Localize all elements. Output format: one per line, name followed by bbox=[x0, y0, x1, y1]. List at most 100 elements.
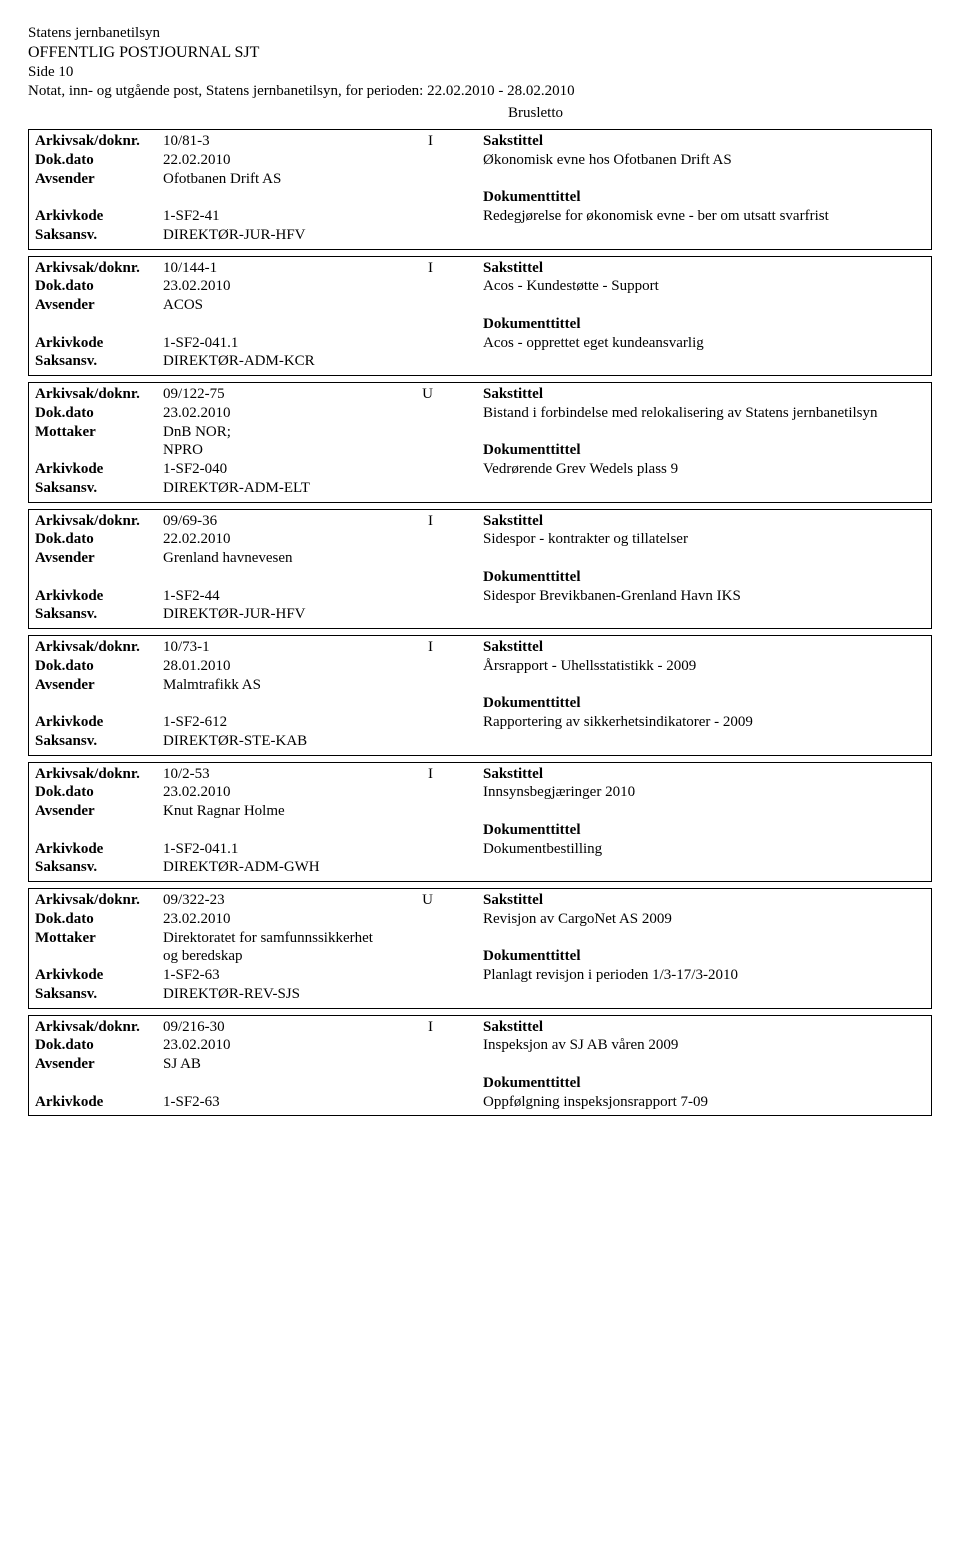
label-arkivkode: Arkivkode bbox=[35, 713, 163, 732]
label-dokdato: Dok.dato bbox=[35, 404, 163, 423]
value-dokumenttittel: Rapportering av sikkerhetsindikatorer - … bbox=[471, 713, 925, 732]
header-period: Notat, inn- og utgående post, Statens je… bbox=[28, 82, 932, 101]
value-arkivkode: 1-SF2-63 bbox=[163, 966, 471, 985]
value-party: SJ AB bbox=[163, 1055, 471, 1074]
value-arkivsak: 09/122-75 U bbox=[163, 385, 471, 404]
value-sakstittel: Økonomisk evne hos Ofotbanen Drift AS bbox=[471, 151, 925, 170]
entries-list: Arkivsak/doknr.10/81-3 ISakstittelDok.da… bbox=[28, 129, 932, 1116]
value-party: Knut Ragnar Holme bbox=[163, 802, 471, 821]
label-arkivsak: Arkivsak/doknr. bbox=[35, 132, 163, 151]
journal-entry: Arkivsak/doknr.09/69-36 ISakstittelDok.d… bbox=[28, 509, 932, 630]
value-arkivsak: 10/81-3 I bbox=[163, 132, 471, 151]
label-sakstittel: Sakstittel bbox=[483, 513, 543, 529]
label-sakstittel: Sakstittel bbox=[483, 639, 543, 655]
value-saksansv: DIREKTØR-REV-SJS bbox=[163, 985, 471, 1004]
value-party: Ofotbanen Drift AS bbox=[163, 170, 471, 189]
value-dokumenttittel: Dokumentbestilling bbox=[471, 840, 925, 859]
label-saksansv: Saksansv. bbox=[35, 226, 163, 245]
io-letter: U bbox=[422, 385, 463, 404]
io-letter: I bbox=[428, 638, 463, 657]
label-arkivkode: Arkivkode bbox=[35, 334, 163, 353]
label-arkivkode: Arkivkode bbox=[35, 966, 163, 985]
label-dokdato: Dok.dato bbox=[35, 151, 163, 170]
value-saksansv: DIREKTØR-JUR-HFV bbox=[163, 605, 471, 624]
value-dokdato: 23.02.2010 bbox=[163, 1036, 471, 1055]
value-arkivsak: 09/216-30 I bbox=[163, 1018, 471, 1037]
label-sakstittel: Sakstittel bbox=[483, 1019, 543, 1035]
label-party: Avsender bbox=[35, 296, 163, 315]
label-dokdato: Dok.dato bbox=[35, 277, 163, 296]
value-dokdato: 23.02.2010 bbox=[163, 783, 471, 802]
io-letter: I bbox=[428, 259, 463, 278]
label-dokdato: Dok.dato bbox=[35, 910, 163, 929]
value-arkivsak: 10/2-53 I bbox=[163, 765, 471, 784]
value-saksansv: DIREKTØR-ADM-GWH bbox=[163, 858, 471, 877]
value-sakstittel: Sidespor - kontrakter og tillatelser bbox=[471, 530, 925, 549]
header-title: OFFENTLIG POSTJOURNAL SJT bbox=[28, 43, 932, 63]
value-arkivkode: 1-SF2-041.1 bbox=[163, 840, 471, 859]
label-sakstittel: Sakstittel bbox=[483, 133, 543, 149]
value-sakstittel: Acos - Kundestøtte - Support bbox=[471, 277, 925, 296]
label-arkivsak: Arkivsak/doknr. bbox=[35, 512, 163, 531]
value-arkivkode: 1-SF2-612 bbox=[163, 713, 471, 732]
label-arkivsak: Arkivsak/doknr. bbox=[35, 765, 163, 784]
journal-entry: Arkivsak/doknr.10/144-1 I Sakstittel Dok.d… bbox=[28, 256, 932, 377]
journal-entry: Arkivsak/doknr.10/73-1 ISakstittelDok.da… bbox=[28, 635, 932, 756]
label-dokdato: Dok.dato bbox=[35, 783, 163, 802]
value-party: Grenland havnevesen bbox=[163, 549, 471, 568]
io-letter: I bbox=[428, 1018, 463, 1037]
label-saksansv: Saksansv. bbox=[35, 479, 163, 498]
value-dokumenttittel: Oppfølgning inspeksjonsrapport 7-09 bbox=[471, 1093, 925, 1112]
label-party: Avsender bbox=[35, 802, 163, 821]
label-arkivkode: Arkivkode bbox=[35, 1093, 163, 1112]
value-arkivkode: 1-SF2-41 bbox=[163, 207, 471, 226]
label-arkivsak: Arkivsak/doknr. bbox=[35, 891, 163, 910]
value-dokdato: 28.01.2010 bbox=[163, 657, 471, 676]
value-arkivsak: 09/69-36 I bbox=[163, 512, 471, 531]
value-arkivkode: 1-SF2-041.1 bbox=[163, 334, 471, 353]
label-arkivkode: Arkivkode bbox=[35, 587, 163, 606]
value-dokumenttittel: Sidespor Brevikbanen-Grenland Havn IKS bbox=[471, 587, 925, 606]
label-dokumenttittel: Dokumenttittel bbox=[483, 1075, 581, 1091]
label-party: Mottaker bbox=[35, 423, 163, 442]
label-arkivsak: Arkivsak/doknr. bbox=[35, 385, 163, 404]
value-saksansv: DIREKTØR-JUR-HFV bbox=[163, 226, 471, 245]
label-dokumenttittel: Dokumenttittel bbox=[483, 695, 581, 711]
value-dokdato: 22.02.2010 bbox=[163, 151, 471, 170]
value-sakstittel: Innsynsbegjæringer 2010 bbox=[471, 783, 925, 802]
journal-entry: Arkivsak/doknr.10/81-3 I Sakstittel Dok.da… bbox=[28, 129, 932, 250]
journal-entry: Arkivsak/doknr.09/322-23 USakstittelDok.… bbox=[28, 888, 932, 1009]
label-dokumenttittel: Dokumenttittel bbox=[483, 316, 581, 332]
value-arkivkode: 1-SF2-63 bbox=[163, 1093, 471, 1112]
label-arkivsak: Arkivsak/doknr. bbox=[35, 259, 163, 278]
io-letter: I bbox=[428, 132, 463, 151]
value-dokdato: 23.02.2010 bbox=[163, 277, 471, 296]
label-arkivkode: Arkivkode bbox=[35, 460, 163, 479]
value-dokumenttittel: Vedrørende Grev Wedels plass 9 bbox=[471, 460, 925, 479]
label-saksansv: Saksansv. bbox=[35, 605, 163, 624]
value-party: ACOS bbox=[163, 296, 471, 315]
label-arkivkode: Arkivkode bbox=[35, 840, 163, 859]
label-sakstittel: Sakstittel bbox=[483, 386, 543, 402]
label-dokumenttittel: Dokumenttittel bbox=[483, 569, 581, 585]
value-dokdato: 23.02.2010 bbox=[163, 910, 471, 929]
value-sakstittel: Bistand i forbindelse med relokalisering… bbox=[471, 404, 925, 423]
label-dokumenttittel: Dokumenttittel bbox=[483, 442, 581, 458]
value-dokdato: 23.02.2010 bbox=[163, 404, 471, 423]
label-party: Avsender bbox=[35, 676, 163, 695]
label-party: Avsender bbox=[35, 549, 163, 568]
label-sakstittel: Sakstittel bbox=[483, 766, 543, 782]
value-sakstittel: Årsrapport - Uhellsstatistikk - 2009 bbox=[471, 657, 925, 676]
value-saksansv: DIREKTØR-ADM-ELT bbox=[163, 479, 471, 498]
value-party2: NPRO bbox=[163, 441, 471, 460]
label-dokdato: Dok.dato bbox=[35, 657, 163, 676]
label-dokumenttittel: Dokumenttittel bbox=[483, 948, 581, 964]
value-dokumenttittel: Planlagt revisjon i perioden 1/3-17/3-20… bbox=[471, 966, 925, 985]
value-saksansv: DIREKTØR-ADM-KCR bbox=[163, 352, 471, 371]
label-party: Avsender bbox=[35, 170, 163, 189]
value-dokdato: 22.02.2010 bbox=[163, 530, 471, 549]
label-sakstittel: Sakstittel bbox=[483, 260, 543, 276]
value-sakstittel: Revisjon av CargoNet AS 2009 bbox=[471, 910, 925, 929]
value-arkivsak: 10/144-1 I bbox=[163, 259, 471, 278]
io-letter: I bbox=[428, 512, 463, 531]
